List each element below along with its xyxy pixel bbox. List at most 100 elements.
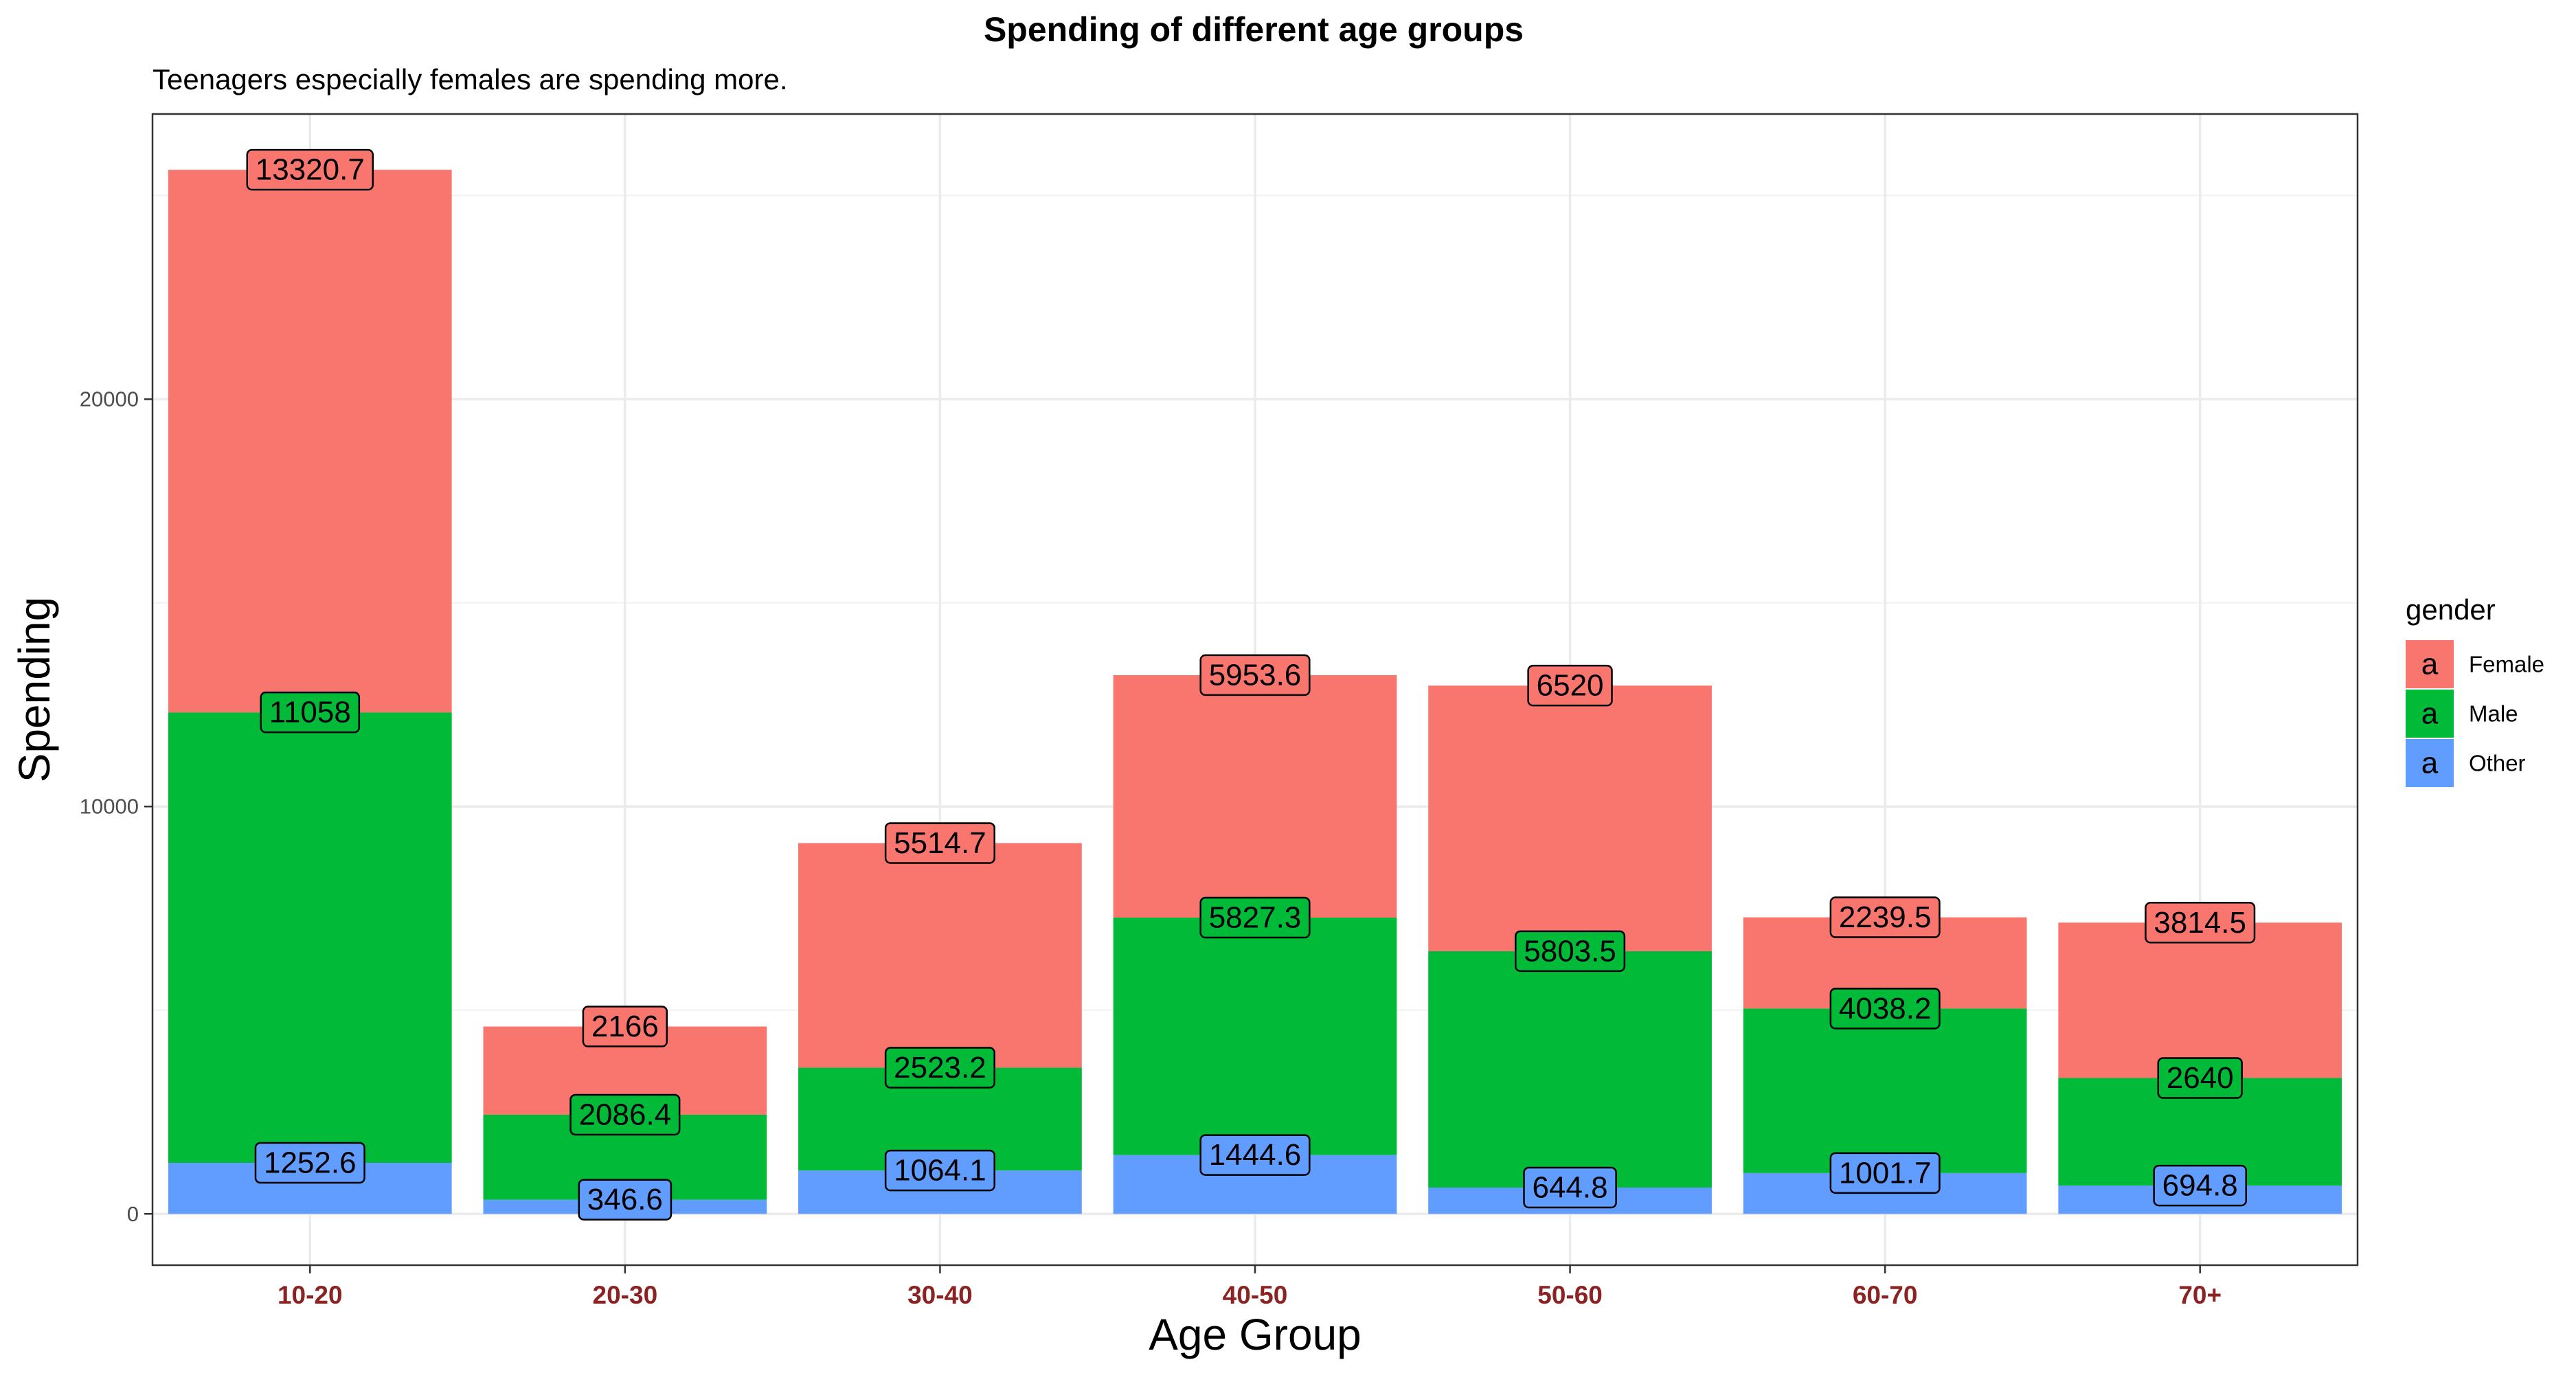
data-label-box — [260, 691, 361, 734]
data-label-box — [1199, 1134, 1311, 1176]
data-label-box — [1515, 930, 1626, 973]
legend-items: a Female a Male a Other — [2406, 640, 2544, 787]
data-label-male-40-50: 5827.3 — [1199, 896, 1311, 939]
data-label-text: 644.8 — [1533, 1171, 1608, 1205]
data-label-male-20-30: 2086.4 — [569, 1093, 681, 1136]
legend: gender a Female a Male a Other — [2406, 593, 2544, 787]
bar-male-40-50 — [1113, 918, 1397, 1155]
data-label-female-40-50: 5953.6 — [1199, 654, 1311, 696]
x-tick-label: 70+ — [2178, 1281, 2222, 1309]
data-label-female-60-70: 2239.5 — [1829, 896, 1941, 938]
data-label-box — [1829, 988, 1941, 1030]
x-tick-label: 40-50 — [1223, 1281, 1288, 1309]
data-label-text: 5827.3 — [1209, 901, 1302, 935]
data-label-box — [578, 1179, 673, 1221]
data-label-box — [884, 1149, 995, 1192]
bar-male-60-70 — [1743, 1008, 2027, 1173]
data-label-text: 2523.2 — [894, 1051, 986, 1085]
data-label-male-30-40: 2523.2 — [884, 1047, 995, 1089]
data-label-text: 13320.7 — [256, 153, 365, 187]
data-label-box — [1829, 896, 1941, 938]
data-label-female-10-20: 13320.7 — [246, 148, 374, 191]
data-label-other-10-20: 1252.6 — [254, 1142, 365, 1184]
data-label-female-30-40: 5514.7 — [884, 822, 995, 864]
legend-label: Female — [2469, 652, 2544, 677]
data-label-box — [582, 1006, 668, 1047]
bar-female-10-20 — [168, 170, 452, 713]
data-label-text: 1252.6 — [264, 1146, 357, 1179]
bar-male-50-60 — [1428, 951, 1712, 1188]
data-label-text: 2640 — [2167, 1061, 2234, 1095]
x-axis-title: Age Group — [1149, 1310, 1362, 1359]
data-label-text: 4038.2 — [1839, 992, 1932, 1025]
legend-item-female: a Female — [2406, 640, 2544, 688]
x-tick-label: 50-60 — [1537, 1281, 1603, 1309]
y-tick-label: 20000 — [80, 387, 139, 411]
data-labels: 1252.6 11058 13320.7 346.6 2086.4 2166 1064.1 2… — [246, 148, 2256, 1221]
data-label-other-20-30: 346.6 — [578, 1179, 673, 1221]
legend-key-glyph: a — [2421, 747, 2439, 780]
x-tick-label: 10-20 — [278, 1281, 343, 1309]
data-label-other-60-70: 1001.7 — [1829, 1152, 1941, 1194]
data-label-box — [569, 1093, 681, 1136]
legend-label: Male — [2469, 701, 2518, 727]
data-label-text: 5953.6 — [1209, 658, 1302, 692]
data-label-other-70+: 694.8 — [2153, 1164, 2248, 1207]
data-label-text: 3814.5 — [2154, 906, 2246, 940]
legend-key — [2406, 640, 2454, 688]
data-label-box — [884, 822, 995, 864]
data-label-text: 1001.7 — [1839, 1156, 1932, 1190]
data-label-box — [2145, 902, 2256, 944]
data-label-box — [1523, 1166, 1617, 1209]
bar-female-70+ — [2058, 922, 2342, 1078]
data-label-box — [2153, 1164, 2248, 1207]
data-label-female-20-30: 2166 — [582, 1006, 668, 1047]
legend-label: Other — [2469, 751, 2526, 776]
data-label-box — [2157, 1057, 2243, 1099]
data-label-box — [1199, 654, 1311, 696]
legend-key — [2406, 690, 2454, 738]
data-label-male-50-60: 5803.5 — [1515, 930, 1626, 973]
data-label-text: 1444.6 — [1209, 1138, 1302, 1172]
data-label-text: 5514.7 — [894, 826, 986, 860]
data-label-text: 11058 — [269, 696, 351, 729]
legend-key-glyph: a — [2421, 697, 2439, 731]
data-label-text: 346.6 — [587, 1183, 663, 1216]
data-label-box — [1527, 664, 1613, 707]
legend-key — [2406, 739, 2454, 787]
data-label-male-10-20: 11058 — [260, 691, 361, 734]
data-label-box — [246, 148, 374, 191]
x-axis: 10-20 20-30 30-40 40-50 50-60 60-70 70+ — [278, 1265, 2222, 1309]
data-label-male-70+: 2640 — [2157, 1057, 2243, 1099]
y-axis-title: Spending — [10, 597, 59, 782]
data-label-other-30-40: 1064.1 — [884, 1149, 995, 1192]
data-label-text: 6520 — [1537, 669, 1604, 703]
chart-subtitle: Teenagers especially females are spendin… — [152, 63, 788, 95]
data-label-text: 2086.4 — [579, 1098, 672, 1131]
data-label-other-40-50: 1444.6 — [1199, 1134, 1311, 1176]
bar-female-30-40 — [798, 843, 1082, 1068]
chart-title: Spending of different age groups — [984, 10, 1524, 49]
data-label-box — [1199, 896, 1311, 939]
legend-key-glyph: a — [2421, 648, 2439, 681]
x-tick-label: 60-70 — [1853, 1281, 1918, 1309]
y-tick-label: 0 — [127, 1202, 139, 1226]
data-label-text: 2239.5 — [1839, 900, 1932, 934]
bar-female-40-50 — [1113, 674, 1397, 918]
legend-item-other: a Other — [2406, 739, 2526, 787]
data-label-female-70+: 3814.5 — [2145, 902, 2256, 944]
bars — [168, 170, 2342, 1214]
data-label-other-50-60: 644.8 — [1523, 1166, 1617, 1209]
data-label-text: 2166 — [591, 1010, 659, 1043]
data-label-text: 694.8 — [2162, 1169, 2238, 1203]
data-label-box — [1829, 1152, 1941, 1194]
data-label-text: 1064.1 — [894, 1154, 986, 1188]
data-label-male-60-70: 4038.2 — [1829, 988, 1941, 1030]
bar-female-50-60 — [1428, 685, 1712, 951]
data-label-female-50-60: 6520 — [1527, 664, 1613, 707]
data-label-text: 5803.5 — [1524, 934, 1616, 968]
x-tick-label: 30-40 — [907, 1281, 973, 1309]
y-axis: 0 10000 20000 — [80, 387, 152, 1226]
legend-title: gender — [2406, 593, 2496, 626]
